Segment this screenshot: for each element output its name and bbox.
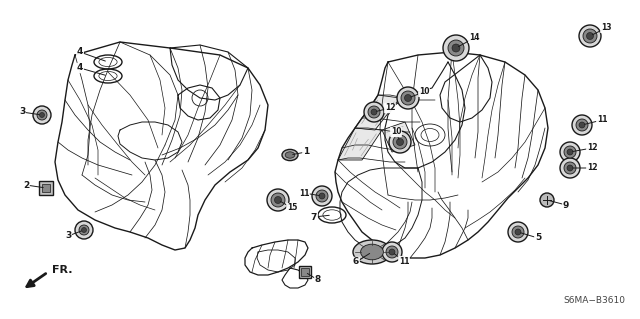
Bar [42,184,50,192]
Circle shape [393,135,407,149]
Circle shape [564,146,576,158]
Circle shape [371,109,377,115]
Polygon shape [355,95,400,130]
Ellipse shape [360,244,383,260]
Circle shape [560,158,580,178]
Text: 2: 2 [23,181,29,189]
Text: 13: 13 [601,24,611,33]
Circle shape [508,222,528,242]
Circle shape [79,225,89,235]
Text: 1: 1 [303,147,309,157]
Circle shape [579,122,585,128]
Ellipse shape [282,149,298,160]
Text: 11: 11 [399,256,409,265]
Text: 10: 10 [419,87,429,97]
Circle shape [401,91,415,105]
Circle shape [560,142,580,162]
Circle shape [572,115,592,135]
Circle shape [40,113,45,117]
Text: 15: 15 [287,204,297,212]
Text: 9: 9 [563,201,569,210]
Circle shape [312,186,332,206]
Circle shape [540,193,554,207]
Circle shape [586,33,593,40]
Circle shape [81,227,86,233]
Circle shape [267,189,289,211]
Text: 11: 11 [596,115,607,124]
Text: S6MA−B3610: S6MA−B3610 [563,296,625,305]
Circle shape [316,190,328,202]
Bar [301,268,308,276]
Text: 10: 10 [391,128,401,137]
Circle shape [512,226,524,238]
Polygon shape [382,122,415,152]
Text: 6: 6 [353,257,359,266]
Circle shape [579,25,601,47]
Circle shape [368,106,380,118]
Circle shape [75,221,93,239]
Circle shape [567,149,573,155]
Text: 4: 4 [77,63,83,72]
Circle shape [271,193,285,207]
Text: 3: 3 [65,232,71,241]
Circle shape [364,102,384,122]
Bar [299,266,311,278]
Ellipse shape [285,152,295,158]
Circle shape [443,35,469,61]
Text: 12: 12 [587,164,597,173]
Circle shape [389,249,395,255]
Text: 4: 4 [77,48,83,56]
Circle shape [319,193,325,199]
Ellipse shape [353,240,391,264]
Polygon shape [338,128,382,160]
Text: 8: 8 [315,276,321,285]
Circle shape [564,162,576,174]
Circle shape [382,242,402,262]
Bar [39,181,53,195]
Circle shape [515,229,521,235]
Circle shape [386,246,398,258]
Circle shape [397,87,419,109]
Circle shape [576,119,588,131]
Circle shape [567,165,573,171]
Circle shape [583,29,597,43]
Circle shape [33,106,51,124]
Circle shape [37,110,47,120]
Circle shape [404,94,412,101]
Text: 12: 12 [587,144,597,152]
Text: 14: 14 [468,33,479,42]
Text: 7: 7 [311,212,317,221]
Circle shape [452,44,460,52]
Circle shape [397,138,403,145]
Circle shape [448,40,464,56]
Text: 3: 3 [19,108,25,116]
Circle shape [275,197,282,204]
Text: 12: 12 [385,103,396,113]
Circle shape [389,131,411,153]
Text: FR.: FR. [52,265,72,275]
Text: 11: 11 [299,189,309,197]
Text: 5: 5 [535,234,541,242]
